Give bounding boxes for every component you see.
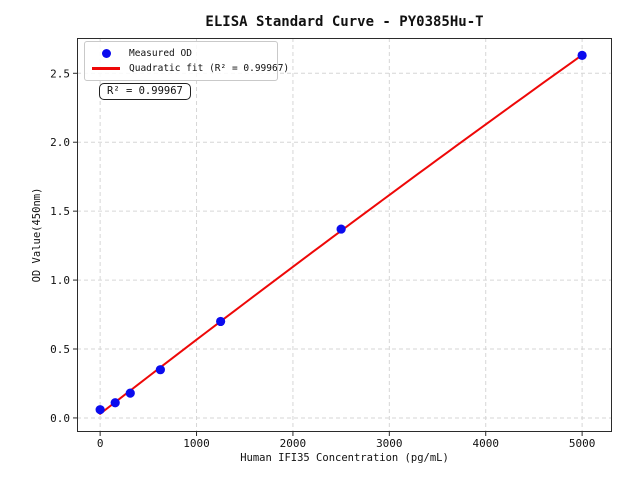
y-axis-label: OD Value(450nm)	[31, 187, 43, 283]
x-tick-label: 4000	[472, 437, 499, 450]
measured-od-marker-swatch	[92, 49, 120, 58]
legend-item-quadratic-fit: Quadratic fit (R² = 0.99967)	[92, 63, 289, 74]
x-tick-label: 2000	[280, 437, 307, 450]
red-line-icon	[92, 67, 120, 70]
x-tick-label: 0	[97, 437, 104, 450]
x-axis-label: Human IFI35 Concentration (pg/mL)	[240, 452, 449, 464]
data-point	[216, 316, 226, 327]
r-squared-annotation: R² = 0.99967	[99, 83, 191, 100]
data-point	[577, 50, 587, 60]
y-tick-label: 1.5	[50, 205, 70, 218]
data-point	[95, 405, 105, 415]
data-point	[155, 365, 165, 375]
y-tick-label: 0.5	[50, 343, 70, 356]
y-tick-label: 2.0	[50, 136, 70, 149]
x-tick-label: 3000	[376, 437, 403, 450]
data-point	[336, 224, 346, 234]
legend-item-measured-od: Measured OD	[92, 48, 271, 59]
y-tick-label: 1.0	[50, 274, 70, 287]
quadratic-fit-marker-swatch	[92, 67, 120, 70]
data-point	[110, 398, 120, 408]
plot-border	[77, 38, 612, 432]
chart-title: ELISA Standard Curve - PY0385Hu-T	[205, 14, 484, 30]
y-tick-label: 2.5	[50, 67, 70, 80]
legend-label-quadratic-fit: Quadratic fit (R² = 0.99967)	[129, 63, 290, 74]
x-tick-label: 5000	[569, 437, 596, 450]
quadratic-fit-line	[99, 53, 584, 415]
x-tick-label: 1000	[183, 437, 210, 450]
legend-label-measured-od: Measured OD	[129, 48, 192, 59]
data-point	[125, 388, 135, 398]
y-tick-label: 0.0	[50, 412, 70, 425]
blue-dot-icon	[101, 49, 111, 58]
legend: Measured OD Quadratic fit (R² = 0.99967)	[84, 41, 289, 81]
